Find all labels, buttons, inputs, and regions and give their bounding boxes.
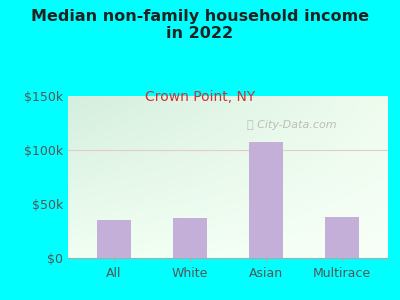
- Text: ⌕ City-Data.com: ⌕ City-Data.com: [247, 120, 337, 130]
- Text: Crown Point, NY: Crown Point, NY: [145, 90, 255, 104]
- Bar: [96, 220, 131, 258]
- Text: Median non-family household income
in 2022: Median non-family household income in 20…: [31, 9, 369, 41]
- Bar: [325, 217, 360, 258]
- Bar: [249, 142, 283, 258]
- Bar: [173, 218, 207, 258]
